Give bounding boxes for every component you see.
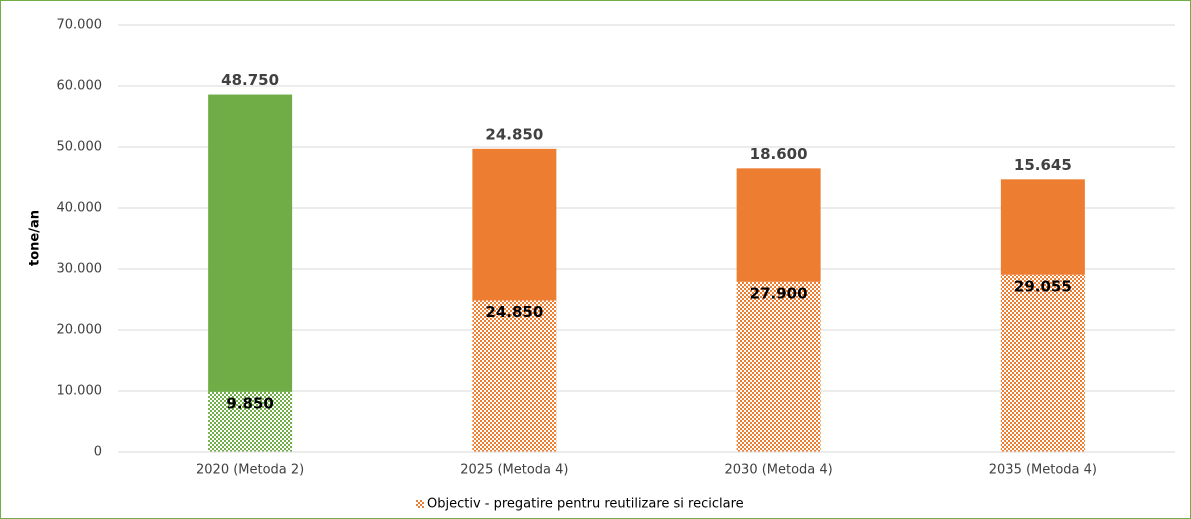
- y-tick-label: 20.000: [57, 323, 103, 338]
- bar-segment: [1000, 274, 1085, 452]
- value-label: 9.850: [226, 394, 273, 412]
- bar-segment: [736, 168, 821, 282]
- bar-segment: [208, 391, 293, 452]
- x-tick-label: 2035 (Metoda 4): [989, 463, 1097, 478]
- bar-segment: [1000, 179, 1085, 275]
- bar-segment: [208, 94, 293, 392]
- value-label: 24.850: [485, 125, 543, 143]
- bar-segment: [472, 300, 557, 452]
- y-axis-label: tone/an: [28, 210, 43, 266]
- value-label: 48.750: [221, 71, 279, 89]
- value-label: 18.600: [750, 145, 808, 163]
- y-tick-label: 50.000: [57, 140, 103, 155]
- y-tick-label: 40.000: [57, 201, 103, 216]
- value-label: 27.900: [750, 284, 808, 302]
- y-tick-label: 0: [94, 445, 102, 460]
- x-tick-label: 2025 (Metoda 4): [460, 463, 568, 478]
- bar-segment: [736, 281, 821, 452]
- y-tick-label: 30.000: [57, 262, 103, 277]
- legend-label: Objectiv - pregatire pentru reutilizare …: [427, 497, 744, 512]
- x-tick-label: 2030 (Metoda 4): [725, 463, 833, 478]
- bar-segment: [472, 148, 557, 301]
- value-label: 29.055: [1014, 277, 1072, 295]
- y-tick-label: 60.000: [57, 79, 103, 94]
- legend-swatch: [416, 500, 424, 508]
- y-tick-label: 70.000: [57, 18, 103, 33]
- value-label: 24.850: [485, 303, 543, 321]
- x-tick-label: 2020 (Metoda 2): [196, 463, 304, 478]
- value-label: 15.645: [1014, 156, 1072, 174]
- y-tick-label: 10.000: [57, 384, 103, 399]
